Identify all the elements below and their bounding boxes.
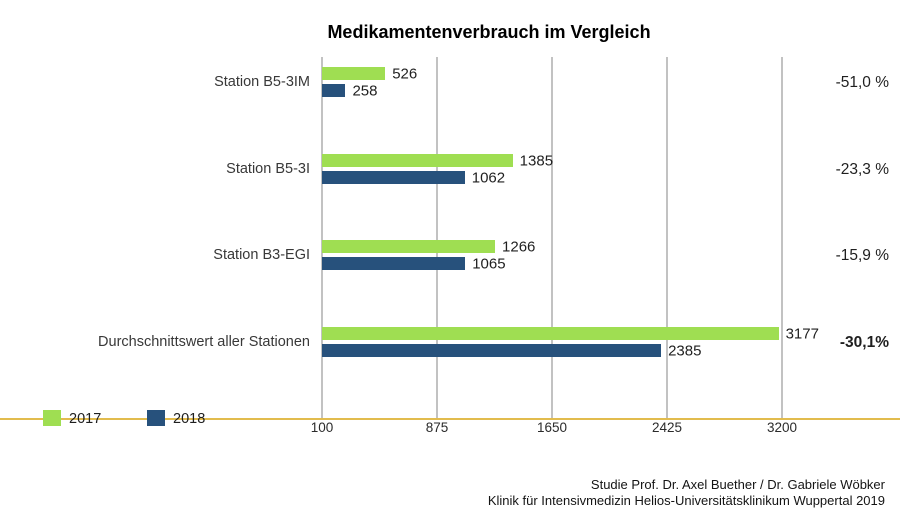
footer-line-2: Klinik für Intensivmedizin Helios-Univer… (487, 493, 885, 508)
legend-label-2018: 2018 (173, 411, 206, 427)
legend-label-2017: 2017 (69, 411, 102, 427)
bar-2017 (322, 327, 779, 340)
percent-change-label: -30,1% (839, 334, 889, 351)
bar-value-label: 526 (392, 65, 418, 83)
bar-value-label: 1266 (502, 238, 536, 256)
category-label: Station B3-EGI (213, 247, 310, 263)
x-tick-label: 2425 (651, 420, 683, 435)
x-tick-label: 100 (310, 420, 334, 435)
category-label: Station B5-3IM (214, 74, 310, 90)
legend-swatch-2017 (43, 410, 61, 426)
bar-2018 (322, 257, 466, 270)
category-label: Durchschnittswert aller Stationen (98, 334, 310, 350)
gridline (436, 57, 438, 418)
gridline (551, 57, 553, 418)
x-tick-label: 1650 (536, 420, 568, 435)
bar-value-label: 3177 (785, 325, 819, 343)
x-tick-label: 875 (425, 420, 449, 435)
gridline (781, 57, 783, 418)
bar-value-label: 2385 (668, 342, 702, 360)
percent-change-label: -51,0 % (835, 74, 889, 91)
footer-line-1: Studie Prof. Dr. Axel Buether / Dr. Gabr… (590, 477, 885, 492)
legend-swatch-2018 (147, 410, 165, 426)
category-label: Station B5-3I (226, 161, 310, 177)
x-tick-label: 3200 (766, 420, 798, 435)
bar-2017 (322, 67, 386, 80)
bar-2017 (322, 240, 496, 253)
bar-2018 (322, 84, 346, 97)
gridline (321, 57, 323, 418)
x-axis-line (0, 418, 900, 420)
gridline (666, 57, 668, 418)
bar-2018 (322, 344, 662, 357)
chart-title: Medikamentenverbrauch im Vergleich (327, 22, 651, 42)
bar-value-label: 258 (352, 82, 378, 100)
bar-2017 (322, 154, 513, 167)
percent-change-label: -15,9 % (835, 247, 889, 264)
footer-credit: Studie Prof. Dr. Axel Buether / Dr. Gabr… (488, 477, 885, 509)
bar-value-label: 1065 (472, 255, 506, 273)
bar-value-label: 1062 (471, 169, 506, 187)
bar-2018 (322, 171, 465, 184)
percent-change-label: -23,3 % (835, 161, 889, 178)
bar-value-label: 1385 (519, 152, 554, 170)
